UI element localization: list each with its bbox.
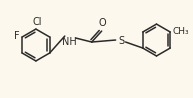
Text: O: O [99,18,107,28]
Text: Cl: Cl [32,17,42,27]
Text: NH: NH [62,37,77,47]
Text: S: S [119,36,125,46]
Text: F: F [14,31,20,41]
Text: CH₃: CH₃ [172,27,189,36]
